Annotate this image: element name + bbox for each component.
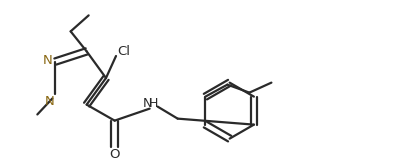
Text: N: N — [143, 97, 152, 110]
Text: H: H — [149, 97, 158, 110]
Text: N: N — [43, 54, 52, 67]
Text: N: N — [45, 95, 54, 108]
Text: Cl: Cl — [118, 44, 131, 57]
Text: O: O — [109, 148, 120, 161]
